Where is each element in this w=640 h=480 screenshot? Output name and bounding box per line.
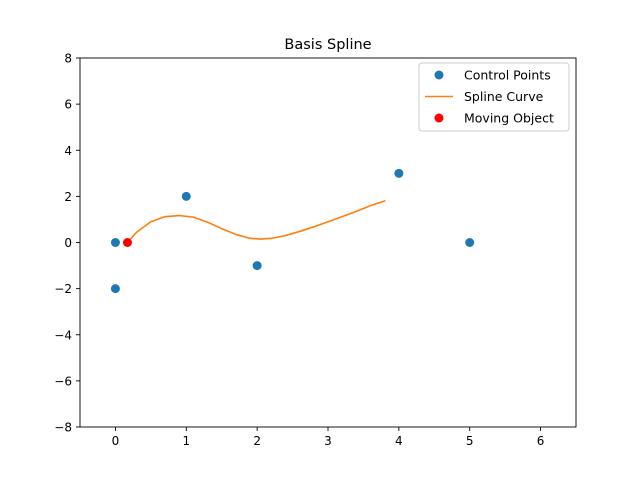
legend-swatch-control-points <box>434 70 444 80</box>
axes: 0 1 2 3 4 5 6 −8 −6 −4 −2 0 2 4 6 8 <box>54 52 577 448</box>
control-points-point-2 <box>181 191 191 201</box>
moving-object-point-0 <box>122 238 132 247</box>
x-tick-label-0: 0 <box>112 434 120 448</box>
x-tick-label-1: 1 <box>182 434 190 448</box>
plot-area <box>110 168 475 294</box>
legend: Control Points Spline Curve Moving Object <box>418 62 570 132</box>
y-tick-label-6: 6 <box>64 98 72 112</box>
legend-box <box>418 62 570 132</box>
y-tick-label--2: −2 <box>54 282 72 296</box>
control-points-point-0 <box>110 238 120 247</box>
y-tick-label--4: −4 <box>54 328 72 342</box>
x-tick-label-4: 4 <box>395 434 403 448</box>
y-tick-label--6: −6 <box>54 374 72 388</box>
control-points-point-5 <box>465 238 475 247</box>
y-tick-label-0: 0 <box>64 236 72 250</box>
legend-label-spline-curve: Spline Curve <box>464 89 544 104</box>
y-tick-label--8: −8 <box>54 421 72 435</box>
x-tick-label-6: 6 <box>537 434 545 448</box>
legend-label-moving-object: Moving Object <box>464 111 554 126</box>
y-tick-label-8: 8 <box>64 52 72 66</box>
y-tick-label-2: 2 <box>64 190 72 204</box>
control-points-point-3 <box>252 261 262 271</box>
control-points-point-1 <box>110 284 120 294</box>
x-tick-label-3: 3 <box>324 434 332 448</box>
x-tick-label-2: 2 <box>253 434 261 448</box>
legend-swatch-moving-object <box>434 113 444 123</box>
spline-curve-line <box>126 200 386 244</box>
y-tick-label-4: 4 <box>64 144 72 158</box>
legend-label-control-points: Control Points <box>464 68 551 83</box>
chart-title: Basis Spline <box>284 37 371 53</box>
control-points-point-4 <box>394 168 404 178</box>
x-tick-label-5: 5 <box>466 434 474 448</box>
